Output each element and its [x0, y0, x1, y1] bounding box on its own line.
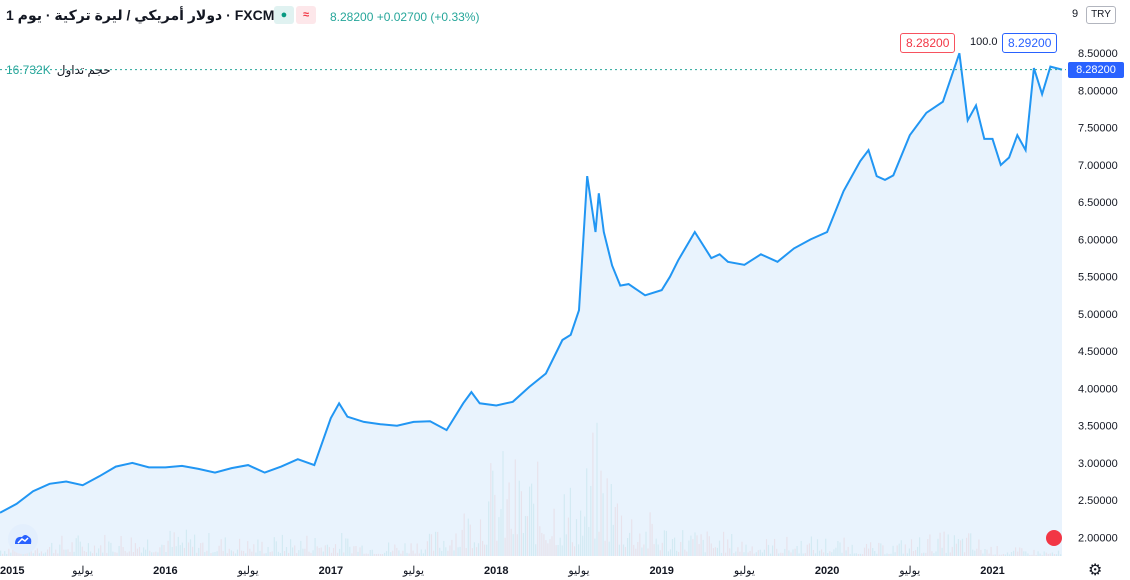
y-tick-label: 6.00000 [1078, 234, 1118, 246]
tradingview-logo-icon[interactable] [8, 524, 38, 554]
header-badges: ● ≈ [274, 6, 316, 24]
us-flag-icon [1046, 530, 1062, 546]
percent-label: 100.0 [970, 36, 998, 48]
gear-icon[interactable]: ⚙ [1088, 562, 1103, 579]
price-axis[interactable]: 2.00000 2.50000 3.00000 3.50000 4.00000 4.500… [1078, 48, 1118, 544]
price-quote: 8.28200 +0.02700 (+0.33%) [330, 10, 480, 24]
y-tick-label: 8.00000 [1078, 85, 1118, 97]
y-tick-label: 5.00000 [1078, 309, 1118, 321]
x-tick-label: يوليو [402, 565, 424, 577]
ask-price-box[interactable]: 8.29200 [1002, 33, 1058, 53]
bid-price-box[interactable]: 8.28200 [900, 33, 956, 53]
y-tick-label: 3.50000 [1078, 421, 1118, 433]
axis-top-label: 9 [1072, 8, 1079, 20]
y-tick-label: 6.50000 [1078, 197, 1118, 209]
x-tick-label: 2018 [484, 565, 508, 577]
x-tick-label: يوليو [898, 565, 920, 577]
volume-name: حجم تداول [56, 63, 111, 77]
y-tick-label: 4.00000 [1078, 383, 1118, 395]
y-tick-label: 7.50000 [1078, 123, 1118, 135]
y-tick-label: 8.50000 [1078, 48, 1118, 60]
x-tick-label: يوليو [71, 565, 93, 577]
current-price-tag: 8.28200 [1068, 62, 1124, 78]
y-tick-label: 2.50000 [1078, 495, 1118, 507]
y-tick-label: 7.00000 [1078, 160, 1118, 172]
x-tick-label: 2020 [815, 565, 839, 577]
y-tick-label: 4.50000 [1078, 346, 1118, 358]
symbol-title[interactable]: دولار أمريكي / ليرة تركية · يوم 1 · FXCM [6, 7, 275, 23]
x-tick-label: يوليو [567, 565, 589, 577]
x-tick-label: 2019 [649, 565, 673, 577]
y-tick-label: 3.00000 [1078, 458, 1118, 470]
currency-button[interactable]: TRY [1086, 6, 1116, 24]
volume-value: 16.732K [6, 63, 51, 77]
x-tick-label: يوليو [237, 565, 259, 577]
x-tick-label: 2021 [980, 565, 1004, 577]
price-line [0, 52, 1063, 514]
x-tick-label: يوليو [733, 565, 755, 577]
price-area [0, 53, 1062, 556]
x-tick-label: 2017 [319, 565, 343, 577]
market-status-icon[interactable]: ● [274, 6, 294, 24]
y-tick-label: 2.00000 [1078, 532, 1118, 544]
volume-legend[interactable]: 16.732K حجم تداول [6, 63, 111, 77]
time-axis[interactable]: 2015 يوليو 2016 يوليو 2017 يوليو 2018 يوليو 2019… [0, 565, 1005, 577]
compare-icon[interactable]: ≈ [296, 6, 316, 24]
y-tick-label: 5.50000 [1078, 272, 1118, 284]
x-tick-label: 2015 [0, 565, 24, 577]
x-tick-label: 2016 [153, 565, 177, 577]
